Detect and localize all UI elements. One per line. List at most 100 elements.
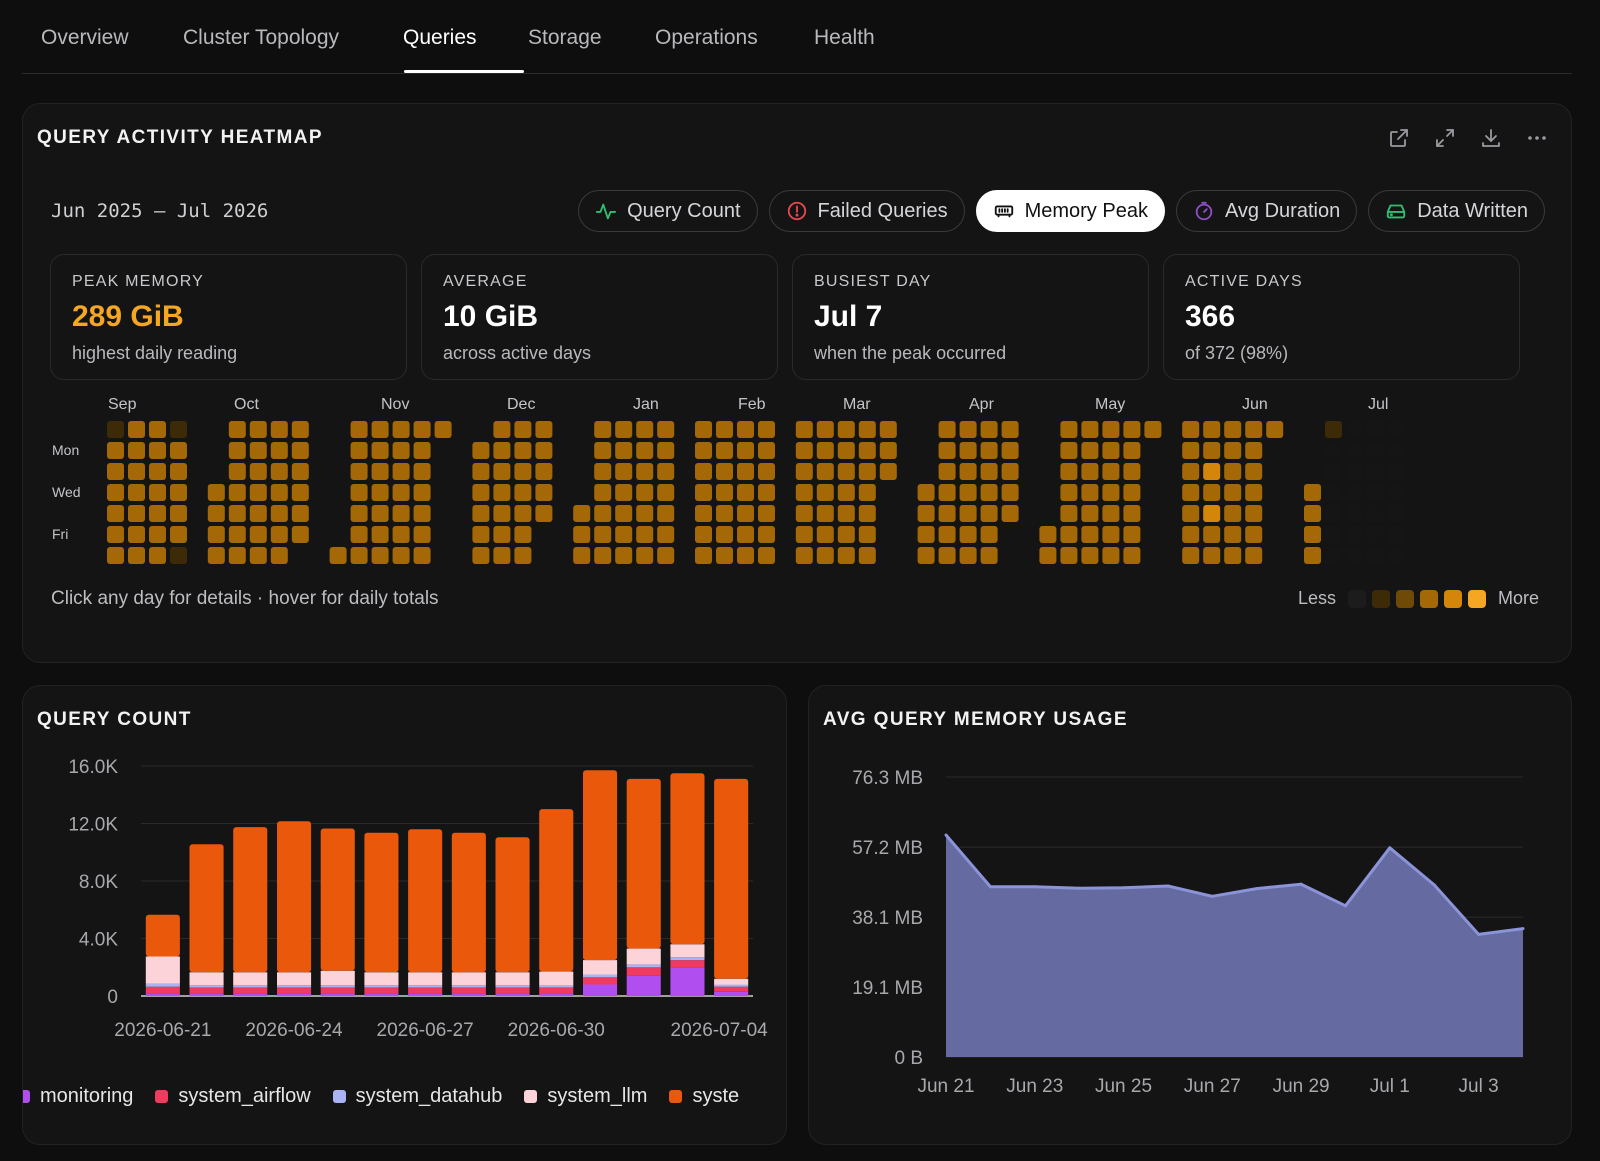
heatmap-day-cell[interactable] xyxy=(816,526,834,543)
heatmap-day-cell[interactable] xyxy=(1081,484,1099,501)
heatmap-day-cell[interactable] xyxy=(371,442,389,459)
heatmap-day-cell[interactable] xyxy=(329,547,347,564)
heatmap-day-cell[interactable] xyxy=(657,505,675,522)
heatmap-day-cell[interactable] xyxy=(1367,421,1384,438)
heatmap-day-cell[interactable] xyxy=(1346,463,1363,480)
heatmap-day-cell[interactable] xyxy=(573,547,591,564)
heatmap-day-cell[interactable] xyxy=(594,484,612,501)
heatmap-day-cell[interactable] xyxy=(657,484,675,501)
heatmap-day-cell[interactable] xyxy=(737,505,754,522)
heatmap-day-cell[interactable] xyxy=(816,463,834,480)
tab-overview[interactable]: Overview xyxy=(41,26,129,49)
heatmap-day-cell[interactable] xyxy=(371,547,389,564)
heatmap-day-cell[interactable] xyxy=(737,547,754,564)
heatmap-day-cell[interactable] xyxy=(795,505,813,522)
heatmap-day-cell[interactable] xyxy=(472,505,490,522)
heatmap-day-cell[interactable] xyxy=(1060,463,1078,480)
heatmap-day-cell[interactable] xyxy=(350,505,368,522)
heatmap-day-cell[interactable] xyxy=(938,505,956,522)
heatmap-day-cell[interactable] xyxy=(758,505,775,522)
heatmap-day-cell[interactable] xyxy=(107,484,124,501)
heatmap-day-cell[interactable] xyxy=(107,547,124,564)
heatmap-day-cell[interactable] xyxy=(107,505,124,522)
heatmap-day-cell[interactable] xyxy=(350,484,368,501)
heatmap-day-cell[interactable] xyxy=(959,505,977,522)
legend-item-system-airflow[interactable]: system_airflow xyxy=(155,1085,311,1108)
heatmap-day-cell[interactable] xyxy=(1123,421,1141,438)
heatmap-day-cell[interactable] xyxy=(128,484,145,501)
heatmap-day-cell[interactable] xyxy=(392,463,410,480)
heatmap-day-cell[interactable] xyxy=(371,463,389,480)
heatmap-day-cell[interactable] xyxy=(1144,421,1162,438)
heatmap-day-cell[interactable] xyxy=(917,484,935,501)
heatmap-day-cell[interactable] xyxy=(270,463,288,480)
heatmap-day-cell[interactable] xyxy=(249,526,267,543)
heatmap-day-cell[interactable] xyxy=(959,547,977,564)
heatmap-day-cell[interactable] xyxy=(1346,484,1363,501)
heatmap-day-cell[interactable] xyxy=(695,505,712,522)
heatmap-day-cell[interactable] xyxy=(207,505,225,522)
heatmap-day-cell[interactable] xyxy=(1224,505,1242,522)
heatmap-day-cell[interactable] xyxy=(1102,526,1120,543)
heatmap-day-cell[interactable] xyxy=(716,421,733,438)
legend-item-monitoring[interactable]: monitoring xyxy=(23,1085,133,1108)
heatmap-day-cell[interactable] xyxy=(1203,547,1221,564)
heatmap-day-cell[interactable] xyxy=(695,421,712,438)
heatmap-day-cell[interactable] xyxy=(514,505,532,522)
heatmap-day-cell[interactable] xyxy=(737,526,754,543)
heatmap-day-cell[interactable] xyxy=(1346,526,1363,543)
download-icon[interactable] xyxy=(1479,126,1503,150)
heatmap-day-cell[interactable] xyxy=(270,505,288,522)
heatmap-day-cell[interactable] xyxy=(535,505,553,522)
heatmap-day-cell[interactable] xyxy=(980,505,998,522)
heatmap-day-cell[interactable] xyxy=(392,547,410,564)
heatmap-day-cell[interactable] xyxy=(657,547,675,564)
heatmap-day-cell[interactable] xyxy=(149,547,166,564)
heatmap-day-cell[interactable] xyxy=(1123,505,1141,522)
heatmap-day-cell[interactable] xyxy=(1102,442,1120,459)
heatmap-day-cell[interactable] xyxy=(128,442,145,459)
heatmap-day-cell[interactable] xyxy=(514,442,532,459)
tab-operations[interactable]: Operations xyxy=(655,26,758,49)
heatmap-day-cell[interactable] xyxy=(594,421,612,438)
heatmap-day-cell[interactable] xyxy=(493,526,511,543)
heatmap-day-cell[interactable] xyxy=(758,421,775,438)
heatmap-day-cell[interactable] xyxy=(1102,547,1120,564)
heatmap-day-cell[interactable] xyxy=(1081,547,1099,564)
heatmap-day-cell[interactable] xyxy=(149,442,166,459)
heatmap-day-cell[interactable] xyxy=(1388,463,1405,480)
heatmap-day-cell[interactable] xyxy=(758,463,775,480)
heatmap-day-cell[interactable] xyxy=(980,463,998,480)
heatmap-day-cell[interactable] xyxy=(535,484,553,501)
heatmap-day-cell[interactable] xyxy=(858,442,876,459)
heatmap-day-cell[interactable] xyxy=(636,421,654,438)
heatmap-day-cell[interactable] xyxy=(350,463,368,480)
heatmap-day-cell[interactable] xyxy=(493,442,511,459)
heatmap-day-cell[interactable] xyxy=(1102,484,1120,501)
heatmap-day-cell[interactable] xyxy=(1182,442,1200,459)
heatmap-day-cell[interactable] xyxy=(170,526,187,543)
heatmap-day-cell[interactable] xyxy=(472,442,490,459)
heatmap-day-cell[interactable] xyxy=(657,463,675,480)
heatmap-day-cell[interactable] xyxy=(737,421,754,438)
heatmap-day-cell[interactable] xyxy=(636,442,654,459)
heatmap-day-cell[interactable] xyxy=(1001,505,1019,522)
heatmap-day-cell[interactable] xyxy=(1325,421,1342,438)
memory-usage-chart[interactable]: 0 B 19.1 MB 38.1 MB 57.2 MB 76.3 MB Jun 21 Jun… xyxy=(809,686,1573,1116)
heatmap-day-cell[interactable] xyxy=(107,463,124,480)
heatmap-day-cell[interactable] xyxy=(1325,463,1342,480)
heatmap-day-cell[interactable] xyxy=(128,547,145,564)
heatmap-day-cell[interactable] xyxy=(1304,547,1321,564)
metric-data-written-button[interactable]: Data Written xyxy=(1368,190,1545,232)
heatmap-day-cell[interactable] xyxy=(636,505,654,522)
heatmap-day-cell[interactable] xyxy=(350,442,368,459)
heatmap-day-cell[interactable] xyxy=(1245,505,1263,522)
heatmap-day-cell[interactable] xyxy=(149,484,166,501)
tab-storage[interactable]: Storage xyxy=(528,26,602,49)
heatmap-day-cell[interactable] xyxy=(1224,526,1242,543)
heatmap-day-cell[interactable] xyxy=(1182,547,1200,564)
metric-avg-duration-button[interactable]: Avg Duration xyxy=(1175,190,1358,232)
heatmap-day-cell[interactable] xyxy=(879,463,897,480)
heatmap-day-cell[interactable] xyxy=(1203,442,1221,459)
heatmap-day-cell[interactable] xyxy=(1081,526,1099,543)
